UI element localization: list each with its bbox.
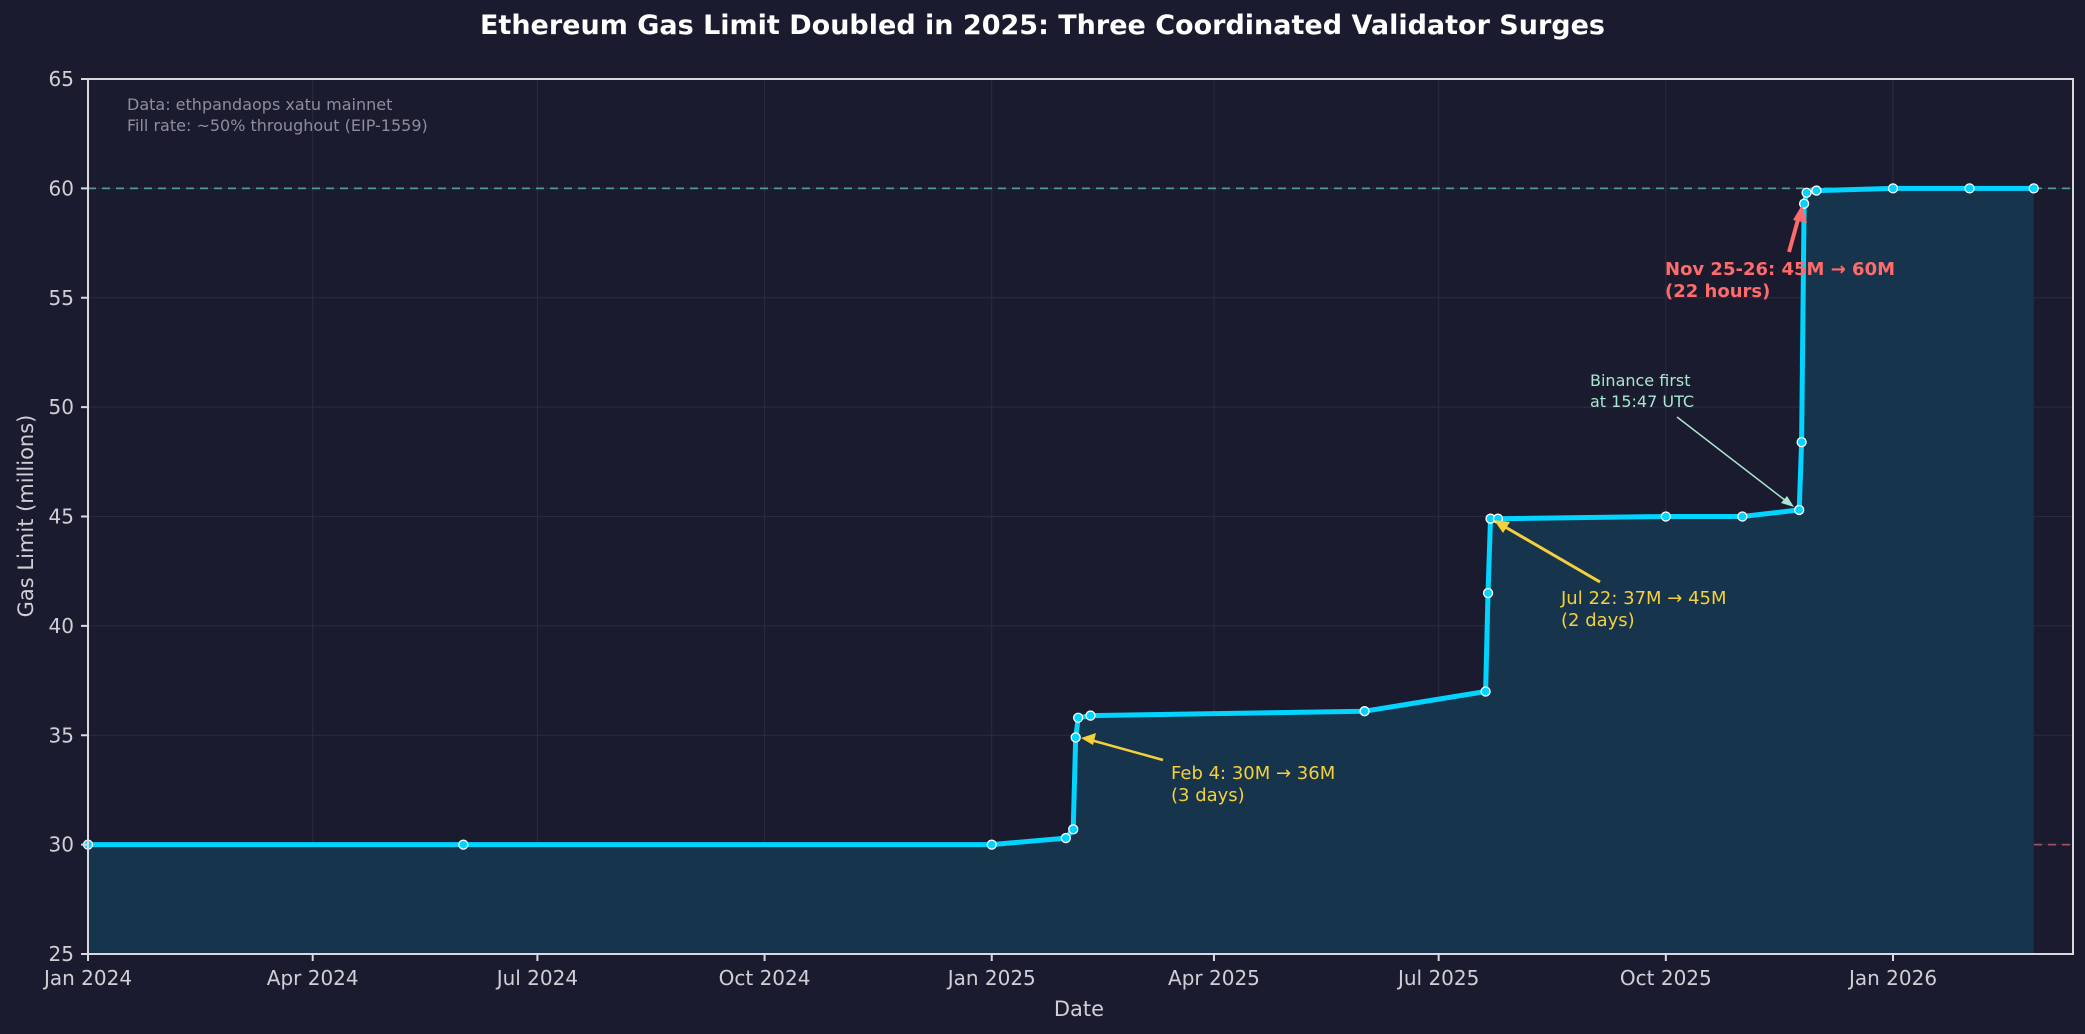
y-tick-label: 65	[49, 67, 74, 91]
y-tick-label: 60	[49, 176, 74, 200]
arrowhead-jul-icon	[1494, 520, 1510, 533]
y-axis-label: Gas Limit (millions)	[14, 415, 38, 618]
y-tick-label: 50	[49, 395, 74, 419]
data-point	[1060, 832, 1071, 844]
annotation-feb-line2: (3 days)	[1171, 785, 1245, 806]
y-tick-label: 45	[49, 505, 74, 529]
y-tick-label: 35	[49, 723, 74, 747]
arrowhead-feb-icon	[1081, 733, 1096, 745]
annotation-binance: Binance first at 15:47 UTC	[1590, 371, 1794, 507]
fill-rate-note: Fill rate: ~50% throughout (EIP-1559)	[127, 116, 428, 135]
arrow-nov	[1787, 215, 1801, 253]
data-point	[1480, 686, 1491, 697]
chart-title: Ethereum Gas Limit Doubled in 2025: Thre…	[479, 10, 1606, 41]
annotation-jul-line1: Jul 22: 37M → 45M	[1560, 588, 1727, 609]
area-fill	[88, 188, 2034, 954]
data-point	[1887, 183, 1899, 194]
data-point	[1801, 187, 1812, 198]
x-tick-label: Jul 2025	[1396, 966, 1479, 990]
x-tick-label: Apr 2024	[267, 966, 359, 990]
annotation-jul-line2: (2 days)	[1561, 610, 1635, 631]
annotation-binance-line1: Binance first	[1590, 371, 1691, 390]
annotation-nov-line1: Nov 25-26: 45M → 60M	[1665, 259, 1895, 280]
data-point	[1811, 185, 1822, 196]
x-tick-label: Jul 2024	[495, 966, 578, 990]
y-tick-label: 30	[49, 833, 74, 857]
annotation-feb: Feb 4: 30M → 36M (3 days)	[1081, 733, 1335, 806]
data-point	[2028, 183, 2039, 194]
y-tick-label: 55	[49, 286, 74, 310]
y-tick-label: 40	[49, 614, 74, 638]
x-tick-label: Jan 2024	[42, 966, 132, 990]
arrowhead-nov-icon	[1793, 205, 1807, 223]
data-point	[1660, 511, 1671, 522]
data-source-note: Data: ethpandaops xatu mainnet	[127, 95, 392, 114]
data-point	[1737, 511, 1748, 522]
annotation-jul: Jul 22: 37M → 45M (2 days)	[1494, 520, 1727, 631]
x-tick-label: Jan 2026	[1847, 966, 1937, 990]
data-point	[1073, 712, 1084, 723]
data-point	[1068, 824, 1079, 835]
annotation-nov: Nov 25-26: 45M → 60M (22 hours)	[1665, 205, 1895, 302]
arrow-jul	[1499, 522, 1601, 584]
arrowhead-binance-icon	[1781, 496, 1794, 507]
data-point	[458, 839, 469, 850]
annotation-feb-line1: Feb 4: 30M → 36M	[1171, 763, 1335, 784]
data-point	[986, 839, 997, 850]
data-point	[1794, 504, 1805, 516]
x-tick-label: Apr 2025	[1168, 966, 1260, 990]
data-point	[1482, 587, 1494, 599]
data-point	[1070, 732, 1081, 743]
data-point	[1085, 710, 1096, 721]
x-tick-label: Jan 2025	[946, 966, 1036, 990]
x-tick-label: Oct 2024	[719, 966, 811, 990]
y-axis-ticks: 25 30 35 40 45 50 55 60 65	[49, 67, 88, 966]
data-point	[1359, 706, 1370, 717]
data-point	[1964, 183, 1975, 194]
annotation-nov-line2: (22 hours)	[1665, 281, 1770, 302]
data-point	[1796, 436, 1807, 448]
y-tick-label: 25	[49, 942, 74, 966]
annotation-binance-line2: at 15:47 UTC	[1590, 392, 1694, 411]
x-axis-label: Date	[1054, 997, 1104, 1021]
x-axis-ticks: Jan 2024 Apr 2024 Jul 2024 Oct 2024 Jan 2025…	[42, 954, 1937, 990]
arrow-feb	[1086, 737, 1164, 762]
x-tick-label: Oct 2025	[1620, 966, 1712, 990]
arrow-binance	[1676, 416, 1791, 505]
